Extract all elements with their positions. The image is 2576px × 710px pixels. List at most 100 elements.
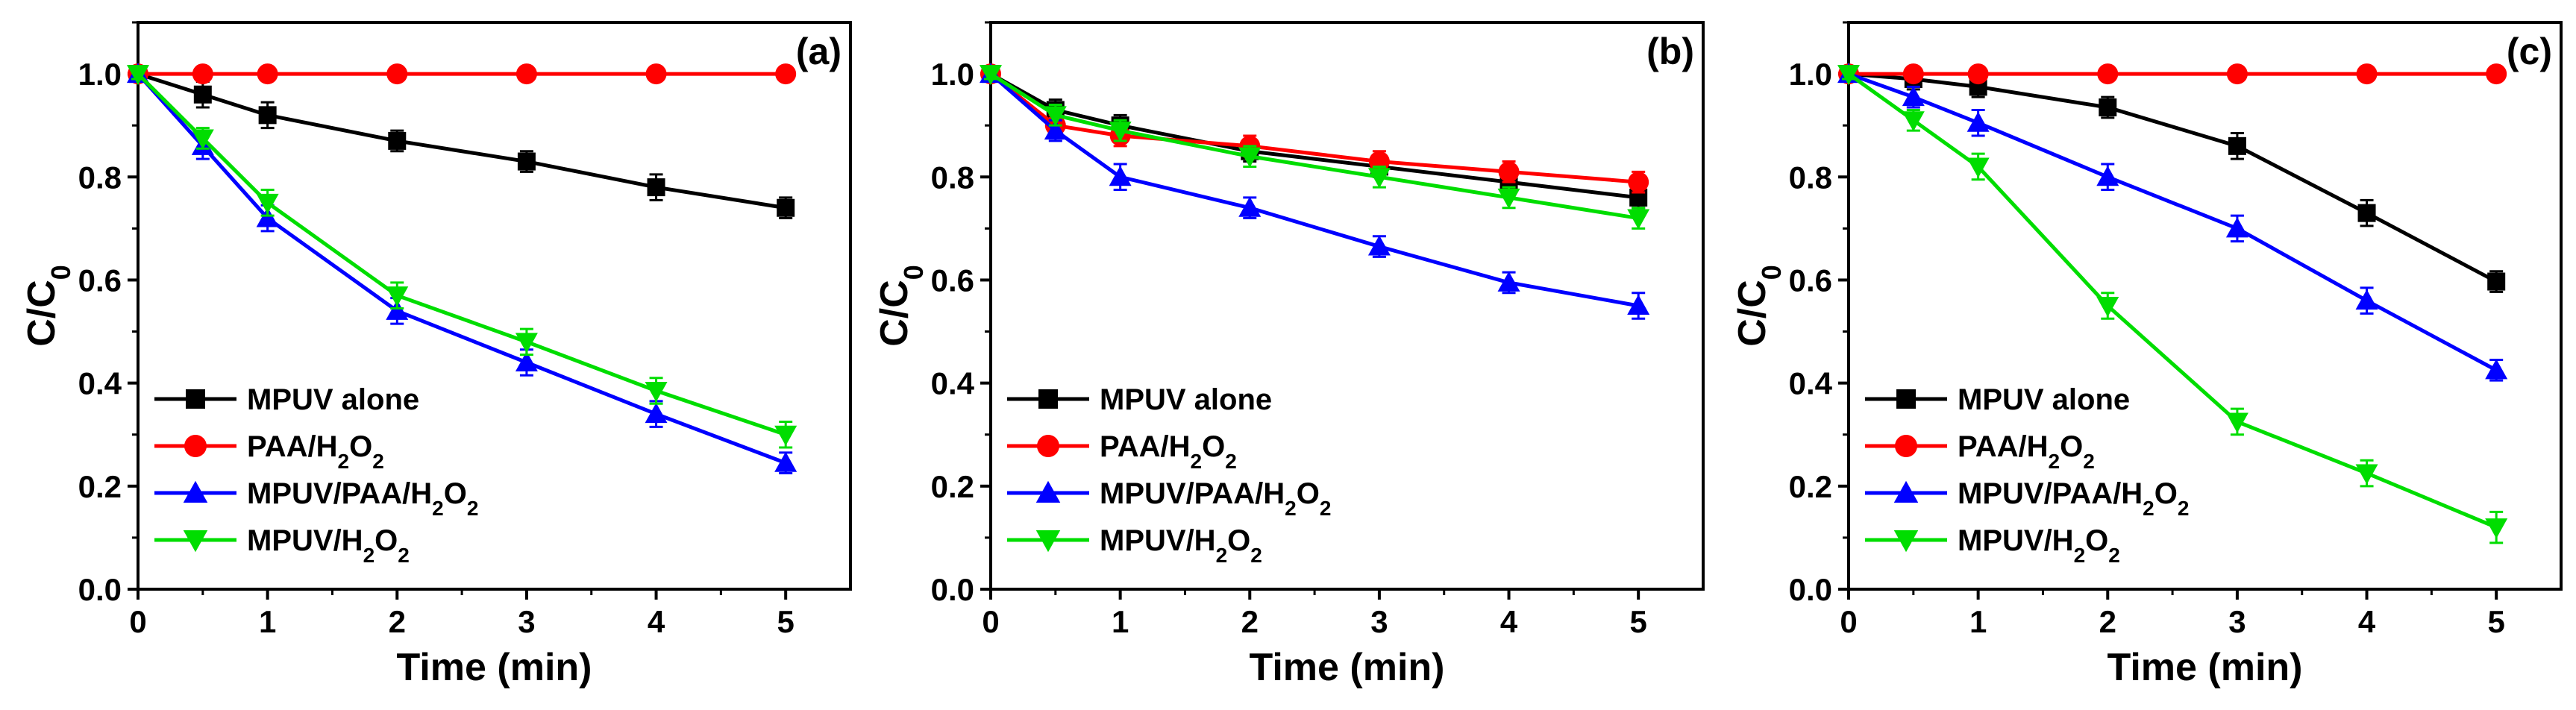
x-tick-label: 1 [1112, 604, 1129, 639]
legend-label: MPUV/PAA/H2O2 [1100, 477, 1331, 520]
legend-marker [1037, 435, 1059, 457]
y-tick-label: 0.8 [1789, 160, 1832, 195]
y-tick-label: 0.8 [931, 160, 974, 195]
legend-label: PAA/H2O2 [247, 430, 384, 473]
chart-panel-1: 0 1 2 3 4 5 0.0 0.2 0.4 0.6 0.8 1.0 Time (min) C/C0 (a… [20, 21, 852, 689]
data-point [515, 351, 538, 371]
data-point [515, 333, 538, 354]
y-tick-label: 1.0 [931, 57, 974, 92]
data-point [1902, 86, 1925, 107]
series-mpuv-paa-h2o2 [980, 63, 1650, 320]
series-line [1848, 72, 2498, 372]
data-point [1497, 188, 1520, 209]
plot-frame [137, 21, 852, 591]
panel-label: (a) [796, 31, 842, 72]
data-point [2486, 63, 2507, 85]
legend-label: MPUV alone [247, 383, 419, 416]
panel-label: (c) [2507, 31, 2552, 72]
x-tick-label: 1 [1969, 604, 1987, 639]
data-point [1837, 65, 1860, 86]
x-tick-label: 5 [777, 604, 795, 639]
series-line [137, 72, 786, 437]
series-paa-h2o2 [980, 63, 1649, 194]
data-point [1967, 111, 1990, 132]
y-tick-label: 0.2 [1789, 469, 1832, 504]
data-point [1628, 172, 1649, 193]
y-axis-title: C/C0 [20, 265, 76, 347]
data-point [980, 65, 1002, 86]
y-axis-title: C/C0 [873, 265, 929, 347]
data-point [1967, 157, 1990, 178]
data-point [645, 403, 668, 424]
series-line [1848, 72, 2498, 283]
series-paa-h2o2 [1838, 63, 2507, 85]
y-tick-label: 0.8 [78, 160, 122, 195]
y-tick-label: 0.0 [931, 572, 974, 607]
legend-marker [184, 435, 207, 457]
data-point [647, 178, 665, 197]
data-point [777, 198, 795, 217]
series-line [1847, 72, 2498, 530]
y-tick-label: 0.6 [1789, 263, 1832, 298]
data-point [1627, 295, 1650, 315]
data-point [1044, 119, 1067, 140]
legend-marker [1895, 435, 1917, 457]
series-line [989, 72, 1639, 200]
data-point [2096, 166, 2119, 186]
data-point [645, 382, 668, 402]
data-point [1238, 196, 1262, 217]
y-tick-label: 0.4 [1789, 366, 1833, 401]
data-point [2228, 136, 2246, 155]
x-tick-label: 2 [389, 604, 406, 639]
legend-label: MPUV/H2O2 [1100, 524, 1262, 567]
x-axis-title: Time (min) [1250, 646, 1445, 689]
y-tick-label: 1.0 [1789, 57, 1832, 92]
data-point [1967, 63, 1989, 85]
data-point [258, 106, 277, 125]
x-tick-label: 3 [518, 604, 535, 639]
data-point [127, 65, 149, 86]
data-point [2097, 63, 2119, 85]
data-point [386, 299, 409, 320]
x-tick-label: 5 [1630, 604, 1647, 639]
series-paa-h2o2 [128, 63, 797, 85]
data-point [257, 63, 278, 85]
data-point [256, 207, 279, 227]
data-point [515, 63, 537, 85]
data-point [2357, 204, 2376, 222]
data-point [193, 85, 212, 104]
y-tick-label: 0.4 [78, 366, 122, 401]
data-point [1902, 111, 1925, 132]
data-point [2096, 297, 2119, 317]
y-tick-label: 0.2 [78, 469, 122, 504]
x-tick-label: 0 [129, 604, 146, 639]
x-tick-label: 3 [1370, 604, 1388, 639]
data-point [2099, 98, 2117, 116]
series-mpuv-h2o2 [127, 65, 797, 449]
data-point [2487, 272, 2506, 291]
data-point [1627, 209, 1650, 230]
y-axis-title: C/C0 [1731, 265, 1787, 347]
y-tick-label: 0.0 [78, 572, 122, 607]
legend-marker [186, 389, 205, 409]
data-point [2485, 359, 2508, 380]
series-line [137, 72, 786, 210]
data-point [1498, 161, 1520, 183]
legend-marker [1893, 530, 1919, 553]
legend-label: MPUV alone [1100, 383, 1272, 416]
series-mpuv-alone [982, 65, 1648, 210]
data-point [517, 152, 536, 171]
legend-marker [183, 530, 208, 553]
data-point [2225, 217, 2248, 238]
data-point [1367, 235, 1391, 256]
data-point [386, 63, 408, 85]
y-tick-label: 0.0 [1789, 572, 1832, 607]
legend-marker [1038, 389, 1058, 409]
x-tick-label: 3 [2228, 604, 2246, 639]
x-tick-label: 5 [2488, 604, 2505, 639]
data-point [192, 63, 213, 85]
panel-label: (b) [1646, 31, 1694, 72]
y-tick-label: 1.0 [78, 57, 122, 92]
